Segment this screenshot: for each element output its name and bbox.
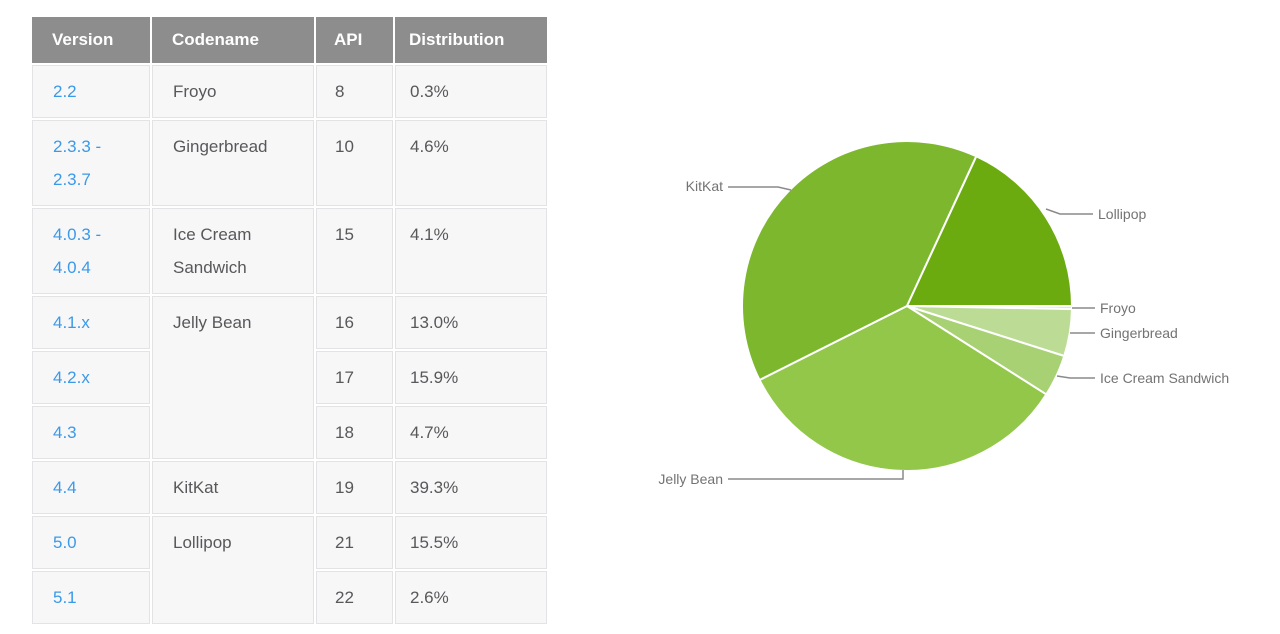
distribution-cell: 13.0% <box>395 296 547 349</box>
distribution-cell: 15.9% <box>395 351 547 404</box>
api-cell: 15 <box>316 208 393 294</box>
version-link-5-0[interactable]: 5.0 <box>32 516 150 569</box>
table-row: 5.1 22 2.6% <box>32 571 547 624</box>
pie-label-froyo: Froyo <box>1100 300 1136 316</box>
table-row: 4.3 18 4.7% <box>32 406 547 459</box>
pie-slice-kitkat[interactable] <box>741 140 978 381</box>
version-link-4-1-x[interactable]: 4.1.x <box>32 296 150 349</box>
codename-cell-kitkat: KitKat <box>152 461 314 514</box>
version-line[interactable]: 2.3.3 - <box>53 137 102 156</box>
callout-line-lollipop <box>1045 208 1093 215</box>
table-row: 5.0 Lollipop 21 15.5% <box>32 516 547 624</box>
table-row: 4.1.x Jelly Bean 16 13.0% <box>32 296 547 459</box>
version-line[interactable]: 4.4 <box>53 478 77 497</box>
api-cell: 18 <box>316 406 393 459</box>
table-row: 4.4 KitKat 19 39.3% <box>32 461 547 514</box>
col-header-distribution: Distribution <box>395 17 547 63</box>
codename-cell-jelly-bean: Jelly Bean <box>152 296 314 459</box>
codename-cell-gingerbread: Gingerbread <box>152 120 314 206</box>
version-link-4-2-x[interactable]: 4.2.x <box>32 351 150 404</box>
col-header-version: Version <box>32 17 150 63</box>
callout-line-jelly-bean <box>728 470 904 480</box>
col-header-codename: Codename <box>152 17 314 63</box>
version-line[interactable]: 2.3.7 <box>53 170 91 189</box>
pie-slice-jelly-bean[interactable] <box>758 305 1048 472</box>
table-row: 4.2.x 17 15.9% <box>32 351 547 404</box>
version-line[interactable]: 4.0.3 - <box>53 225 102 244</box>
pie-label-jelly-bean: Jelly Bean <box>658 471 723 487</box>
pie-label-kitkat: KitKat <box>686 178 723 194</box>
api-cell: 22 <box>316 571 393 624</box>
version-line[interactable]: 4.0.4 <box>53 258 91 277</box>
api-cell: 10 <box>316 120 393 206</box>
api-cell: 17 <box>316 351 393 404</box>
callout-line-ice-cream-sandwich <box>1056 375 1095 379</box>
table-row: 2.2 Froyo 8 0.3% <box>32 65 547 118</box>
api-cell: 19 <box>316 461 393 514</box>
codename-cell-lollipop: Lollipop <box>152 516 314 624</box>
distribution-cell: 2.6% <box>395 571 547 624</box>
distribution-cell: 15.5% <box>395 516 547 569</box>
pie-label-ice-cream-sandwich: Ice Cream Sandwich <box>1100 370 1229 386</box>
codename-cell-ice-cream-sandwich: Ice Cream Sandwich <box>152 208 314 294</box>
version-link-4-3[interactable]: 4.3 <box>32 406 150 459</box>
api-cell: 16 <box>316 296 393 349</box>
version-link-2-3-3-2-3-7[interactable]: 2.3.3 - 2.3.7 <box>32 120 150 206</box>
version-line[interactable]: 4.2.x <box>53 368 90 387</box>
distribution-cell: 0.3% <box>395 65 547 118</box>
version-line[interactable]: 5.0 <box>53 533 77 552</box>
distribution-pie-chart: Froyo Gingerbread Ice Cream Sandwich Jelly … <box>620 100 1280 530</box>
codename-cell-froyo: Froyo <box>152 65 314 118</box>
table-header-row: Version Codename API Distribution <box>32 17 547 63</box>
distribution-cell: 4.1% <box>395 208 547 294</box>
pie-slice-lollipop[interactable] <box>906 155 1073 307</box>
pie-label-gingerbread: Gingerbread <box>1100 325 1178 341</box>
android-version-table: Version Codename API Distribution 2.2 Fro… <box>30 15 549 626</box>
version-table-body: 2.2 Froyo 8 0.3% 2.3.3 -2.3.7 Gingerbread 10 4.… <box>32 65 547 624</box>
version-link-4-4[interactable]: 4.4 <box>32 461 150 514</box>
version-line[interactable]: 5.1 <box>53 588 77 607</box>
version-link-4-0-3-4-0-4[interactable]: 4.0.3 - 4.0.4 <box>32 208 150 294</box>
api-cell: 21 <box>316 516 393 569</box>
version-link-2-2[interactable]: 2.2 <box>32 65 150 118</box>
pie-label-lollipop: Lollipop <box>1098 206 1146 222</box>
distribution-cell: 39.3% <box>395 461 547 514</box>
table-row: 2.3.3 - 2.3.7 Gingerbread 10 4.6% <box>32 120 547 206</box>
api-cell: 8 <box>316 65 393 118</box>
version-link-5-1[interactable]: 5.1 <box>32 571 150 624</box>
callout-line-kitkat <box>728 186 792 191</box>
table-row: 4.0.3 - 4.0.4 Ice Cream Sandwich 15 4.1% <box>32 208 547 294</box>
version-line[interactable]: 4.1.x <box>53 313 90 332</box>
col-header-api: API <box>316 17 393 63</box>
version-line[interactable]: 4.3 <box>53 423 77 442</box>
version-line[interactable]: 2.2 <box>53 82 77 101</box>
distribution-cell: 4.7% <box>395 406 547 459</box>
distribution-cell: 4.6% <box>395 120 547 206</box>
